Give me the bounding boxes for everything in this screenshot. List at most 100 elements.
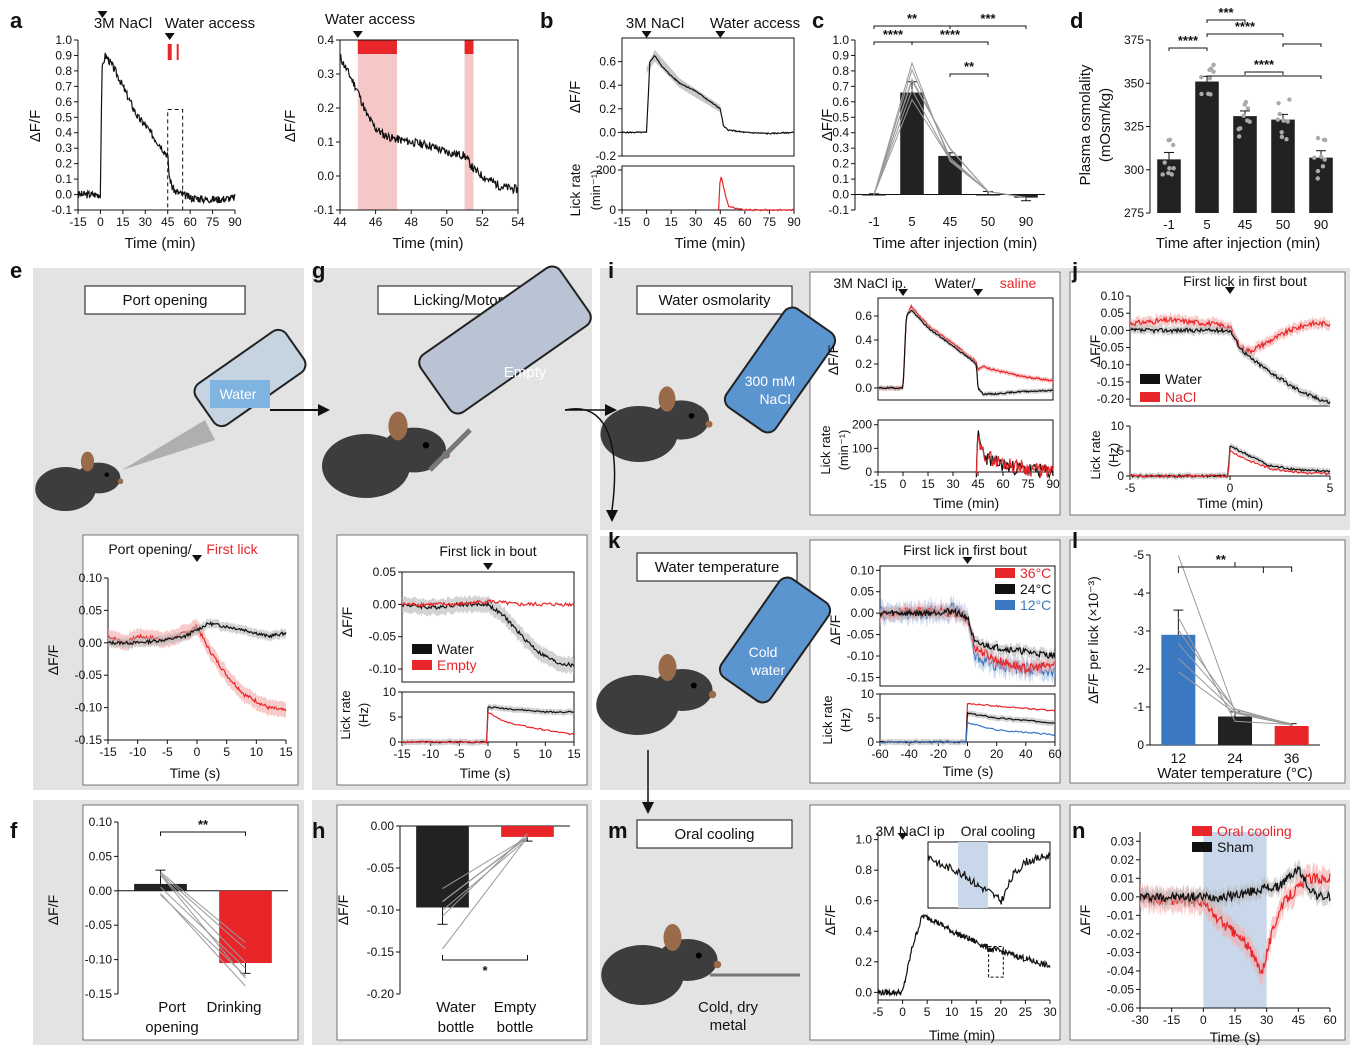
nacl-marker [97,11,108,18]
x-tick-label: 45 [971,477,985,491]
data-line [877,913,1051,997]
data-point [1285,119,1290,124]
annotation-water: Water access [165,15,255,32]
x-tick-label: -15 [69,215,87,229]
x-tick-label: -10 [422,747,440,761]
axes-h: -0.20 -0.15 -0.10 -0.05 0.00 [367,819,570,1001]
mouse-eye [688,413,695,419]
mouse-illustration [596,654,717,735]
x-tick-label: 90 [228,215,242,229]
y-tick-label: 0.00 [1111,890,1135,904]
y-tick-label: 0 [1137,738,1144,752]
y-tick-label: -0.05 [369,630,397,644]
significance-stars: **** [1254,57,1275,72]
x-axis-label: Time (min) [933,495,999,511]
event-marker [192,555,202,562]
x-tick-label: -10 [129,745,147,759]
significance-bracket: ** [160,817,246,836]
cold-water-bottle [718,576,832,704]
mouse-eye [690,682,697,689]
x-tick-label: Drinking [206,999,261,1016]
legend-swatch [995,568,1015,578]
y-tick-label: 0.4 [317,33,334,47]
x-tick-label: 30 [1260,1013,1274,1027]
label-text: Licking/Motor [413,292,502,309]
y-tick-label: 5 [389,710,396,724]
individual-mouse-line [873,79,1027,199]
water-marker [164,33,175,40]
individual-mouse-line [160,894,246,977]
y-tick-label: 0.3 [832,141,849,155]
legend-swatch [995,600,1015,610]
x-tick-label: 60 [996,477,1010,491]
x-tick-label: 90 [787,215,801,229]
significance-stars: **** [1178,33,1199,48]
label-box [636,819,793,849]
event-marker [352,31,363,38]
legend: Water NaCl [1140,371,1202,405]
axes-e: -0.15 -0.10 -0.05 0.00 0.05 0.10 -15 -10 -5 0 5 10 1… [75,571,293,759]
y-tick-label: 0.9 [55,48,72,62]
y-tick-label: 0.2 [832,157,849,171]
x-tick-label: opening [145,1019,198,1036]
axes-i: 0.0 0.2 0.4 0.6 [855,297,1054,401]
x-tick-label: 0 [643,215,650,229]
legend-swatch [995,584,1015,594]
inset-title: Oral cooling [961,823,1036,839]
mouse-eye [695,952,702,959]
legend-label: Empty [437,657,477,673]
bottle-label: 300 mM [745,373,796,389]
y-axis-label-2: Lick rate [567,163,583,216]
bottle-label: Empty [504,364,547,381]
x-axis-label: Time (min) [392,235,463,252]
condition-label: Water osmolarity [636,285,793,315]
bracket-line [949,25,1027,29]
y-axis-label: ΔF/F [45,645,61,675]
y-tick-label: 0 [1117,469,1124,483]
y-tick-label: 0.5 [55,110,72,124]
individual-mouse-line [442,836,528,902]
x-tick-label: 5 [513,747,520,761]
y-tick-label: 0.6 [855,894,872,908]
label-text: Oral cooling [674,826,754,843]
data-line [77,52,236,205]
individual-mouse-line [160,873,246,950]
x-tick-label: 52 [476,215,490,229]
y-axis-label-2: Lick rate [818,425,833,474]
bar-90 [1014,194,1038,198]
x-axis-label: Time (min) [929,1027,995,1043]
bar-Water bottle [416,826,469,908]
bar-5 [900,92,924,195]
data-point [1322,157,1327,162]
y-tick-label: 0.3 [317,67,334,81]
water-access-bar [176,44,179,60]
mouse-illustration [601,924,722,1005]
significance-stars: *** [980,11,996,26]
lick-rate-line [718,176,795,212]
axes-l: 0 -1 -2 -3 -4 -5 12 24 36 [1133,548,1320,766]
y-tick-label: -0.10 [367,903,395,917]
x-tick-label: 44 [333,215,347,229]
panel-letter-a: a [10,8,23,33]
y-tick-label: -0.06 [1107,1001,1135,1015]
significance-bracket: **** [1244,57,1284,75]
y-tick-label: 0.4 [55,126,72,140]
individual-mouse-line [160,871,246,944]
y-tick-label: 0 [609,203,616,217]
y-tick-label: 200 [852,418,872,432]
y-axis-label-2-unit: (min⁻¹) [836,430,851,471]
bar-12 [1161,634,1196,745]
mouse-ear [663,924,682,951]
water-fill [210,380,270,408]
arrow-head [605,404,617,416]
x-tick-label: 45 [161,215,175,229]
x-tick-label: bottle [438,1019,475,1036]
y-tick-label: 0.2 [855,955,872,969]
individual-mouse-line [160,874,246,979]
data-point [1211,62,1216,67]
water-access-shade [464,40,474,210]
inset-line [927,852,1051,905]
y-tick-label: 375 [1124,33,1144,47]
